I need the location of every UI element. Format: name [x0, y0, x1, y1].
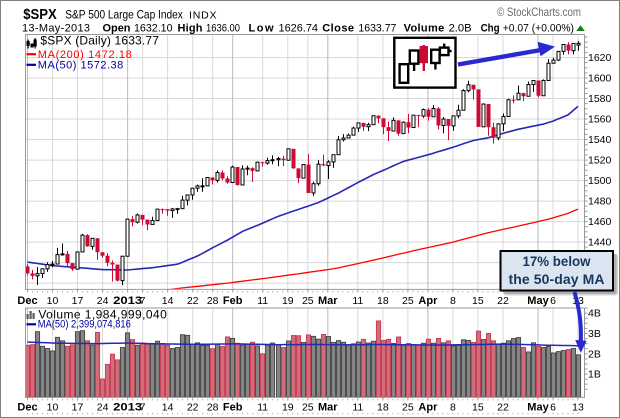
- svg-text:the 50-day MA: the 50-day MA: [509, 271, 605, 287]
- svg-text:11: 11: [257, 402, 268, 414]
- svg-text:3B: 3B: [588, 328, 601, 340]
- svg-text:1520: 1520: [588, 155, 612, 167]
- svg-text:1560: 1560: [588, 114, 612, 126]
- svg-text:15: 15: [472, 295, 484, 307]
- svg-text:Apr: Apr: [418, 402, 438, 414]
- svg-text:1500: 1500: [588, 175, 612, 187]
- svg-text:22: 22: [497, 402, 509, 414]
- svg-text:1480: 1480: [588, 196, 612, 208]
- svg-text:1620: 1620: [588, 52, 612, 64]
- svg-text:$SPX: $SPX: [23, 6, 57, 23]
- svg-text:25: 25: [302, 402, 314, 414]
- svg-text:11: 11: [352, 402, 363, 414]
- svg-text:8: 8: [450, 295, 456, 307]
- svg-text:14: 14: [162, 402, 174, 414]
- svg-text:19: 19: [282, 295, 294, 307]
- svg-text:+0.07 (+0.00%): +0.07 (+0.00%): [503, 23, 574, 35]
- svg-text:1626.74: 1626.74: [279, 23, 319, 35]
- svg-text:1460: 1460: [588, 216, 612, 228]
- svg-text:1632.10: 1632.10: [134, 23, 173, 35]
- svg-text:MA(200) 1472.18: MA(200) 1472.18: [38, 49, 132, 61]
- svg-text:Volume 1,984,999,040: Volume 1,984,999,040: [38, 308, 167, 322]
- svg-text:18: 18: [377, 295, 389, 307]
- svg-text:6: 6: [550, 402, 556, 414]
- svg-text:7: 7: [140, 402, 146, 414]
- svg-text:S&P 500 Large Cap Index: S&P 500 Large Cap Index: [65, 8, 183, 22]
- svg-text:2B: 2B: [588, 348, 601, 360]
- svg-text:© StockCharts.com: © StockCharts.com: [497, 5, 581, 19]
- svg-text:11: 11: [352, 295, 363, 307]
- svg-text:1580: 1580: [588, 93, 612, 105]
- svg-text:6: 6: [550, 295, 556, 307]
- svg-text:13-May-2013: 13-May-2013: [22, 23, 90, 35]
- svg-text:Close: Close: [322, 23, 354, 35]
- svg-text:19: 19: [282, 402, 294, 414]
- svg-text:10: 10: [47, 295, 59, 307]
- svg-text:25: 25: [402, 295, 414, 307]
- svg-text:25: 25: [302, 295, 314, 307]
- svg-text:1440: 1440: [588, 237, 612, 249]
- svg-text:MA(50) 2,399,074,816: MA(50) 2,399,074,816: [38, 319, 131, 331]
- svg-text:INDX: INDX: [189, 10, 217, 22]
- svg-text:24: 24: [97, 295, 109, 307]
- svg-text:Mar: Mar: [318, 295, 338, 307]
- svg-text:11: 11: [257, 295, 268, 307]
- svg-text:25: 25: [402, 402, 414, 414]
- svg-text:Feb: Feb: [223, 402, 243, 414]
- svg-text:Dec: Dec: [17, 402, 37, 414]
- svg-text:28: 28: [207, 402, 219, 414]
- svg-text:1600: 1600: [588, 73, 612, 85]
- svg-text:2013: 2013: [113, 295, 142, 307]
- svg-text:Feb: Feb: [223, 295, 243, 307]
- svg-text:1636.00: 1636.00: [206, 23, 240, 35]
- svg-text:Low: Low: [249, 23, 274, 35]
- svg-text:7: 7: [140, 295, 146, 307]
- svg-text:High: High: [178, 23, 203, 35]
- svg-text:22: 22: [187, 402, 199, 414]
- svg-text:Volume: Volume: [404, 23, 445, 35]
- svg-text:2013: 2013: [113, 402, 142, 414]
- svg-text:Chg: Chg: [481, 23, 500, 35]
- svg-text:17% below: 17% below: [523, 253, 591, 269]
- svg-text:Apr: Apr: [418, 295, 438, 307]
- svg-text:28: 28: [207, 295, 219, 307]
- svg-text:8: 8: [450, 402, 456, 414]
- svg-text:May: May: [527, 402, 549, 414]
- svg-text:$SPX (Daily) 1633.77: $SPX (Daily) 1633.77: [40, 34, 159, 48]
- svg-text:13: 13: [572, 402, 584, 414]
- svg-text:1B: 1B: [588, 369, 601, 381]
- svg-text:18: 18: [377, 402, 389, 414]
- svg-text:1540: 1540: [588, 134, 612, 146]
- svg-text:4B: 4B: [588, 308, 601, 320]
- svg-text:2.0B: 2.0B: [449, 23, 472, 35]
- svg-text:14: 14: [162, 295, 174, 307]
- svg-text:Mar: Mar: [318, 402, 338, 414]
- svg-text:MA(50) 1572.38: MA(50) 1572.38: [38, 59, 124, 71]
- svg-text:May: May: [527, 295, 549, 307]
- svg-text:17: 17: [72, 295, 84, 307]
- svg-text:22: 22: [187, 295, 199, 307]
- svg-text:15: 15: [472, 402, 484, 414]
- svg-text:Dec: Dec: [17, 295, 37, 307]
- svg-text:24: 24: [97, 402, 109, 414]
- svg-text:1633.77: 1633.77: [358, 23, 396, 35]
- svg-text:17: 17: [72, 402, 84, 414]
- svg-text:Open: Open: [103, 23, 131, 35]
- svg-text:22: 22: [497, 295, 509, 307]
- svg-text:10: 10: [47, 402, 59, 414]
